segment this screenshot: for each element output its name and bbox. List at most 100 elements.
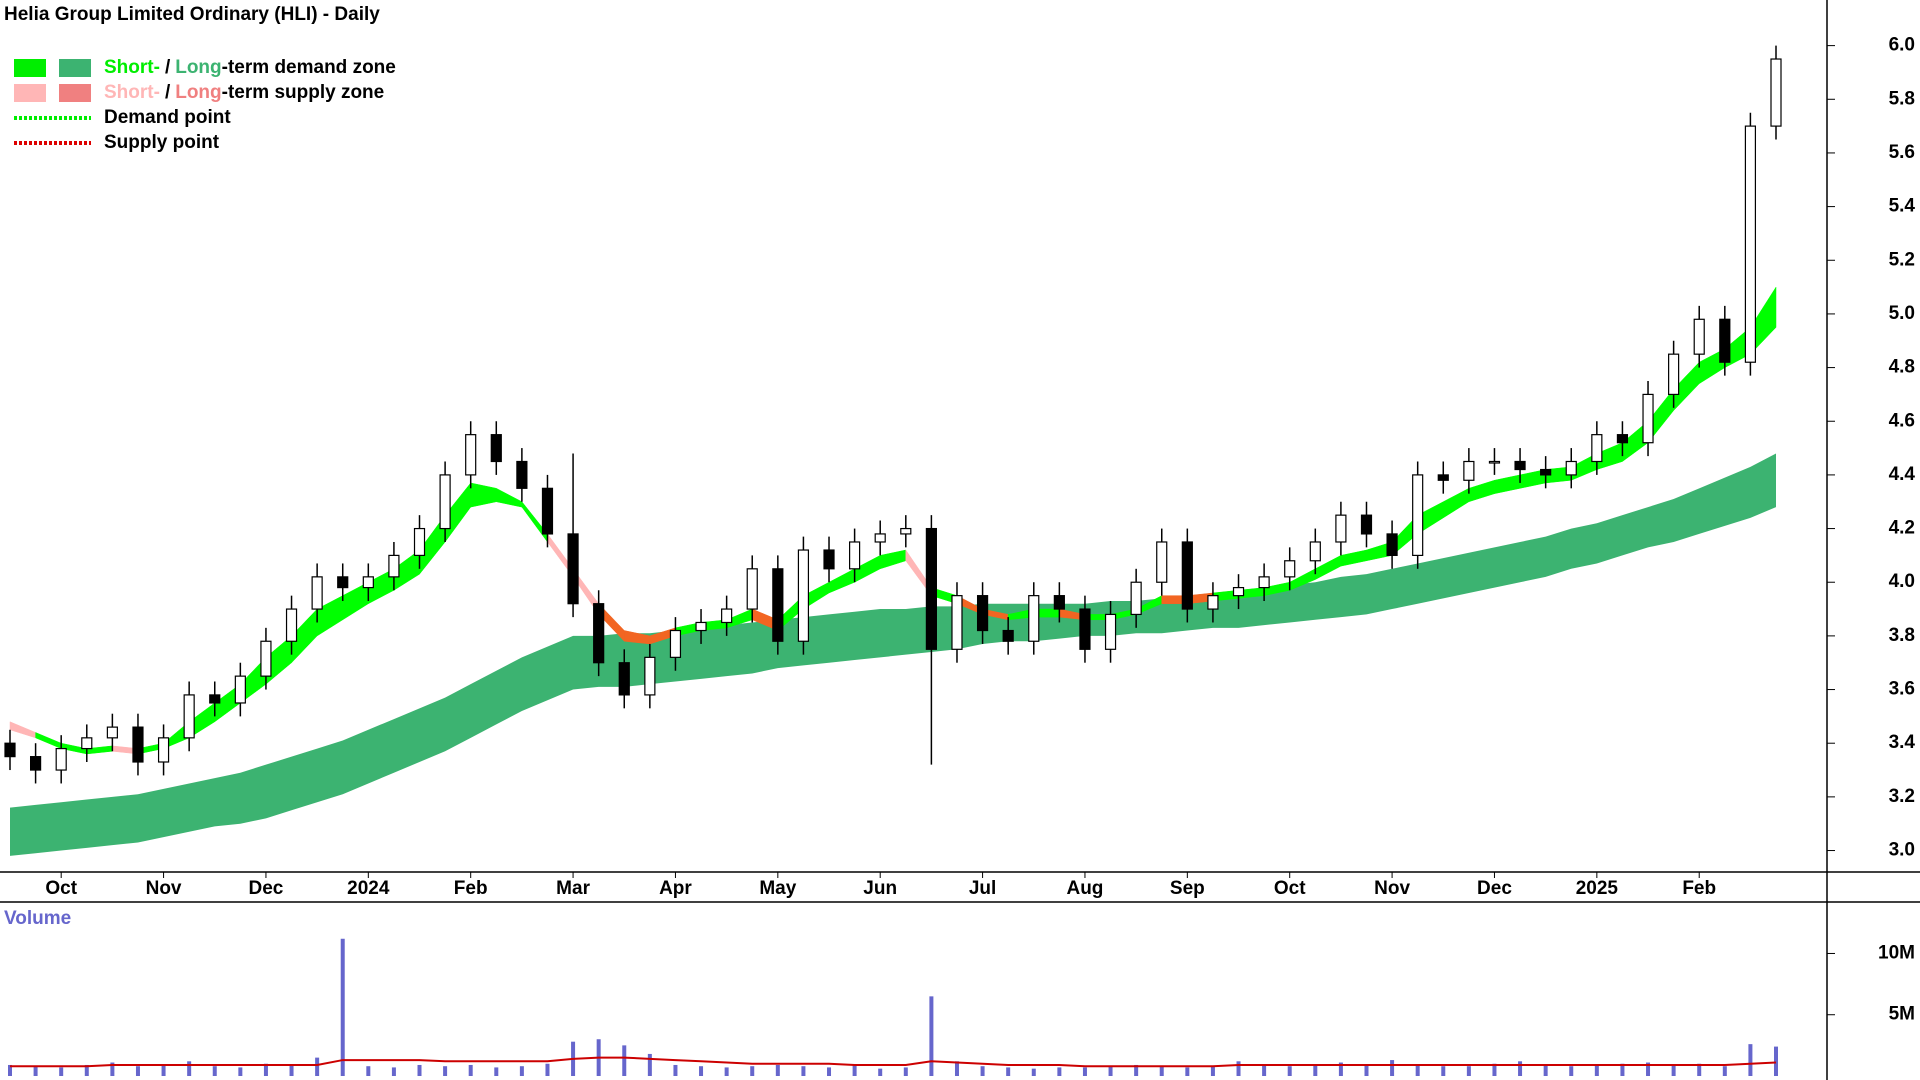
- candle-body: [1130, 581, 1142, 616]
- candle-body: [1744, 125, 1757, 363]
- x-tick-label: Nov: [1374, 878, 1410, 899]
- candle-body: [797, 549, 810, 642]
- candle-body: [1770, 58, 1782, 127]
- candle-body: [1284, 560, 1296, 578]
- candle-body: [55, 747, 67, 771]
- candle-body: [567, 533, 579, 605]
- y-tick-label: 4.4: [1889, 464, 1916, 485]
- candle-body: [1488, 460, 1501, 464]
- candle-body: [1591, 434, 1603, 463]
- short-term-zone: [1443, 487, 1470, 519]
- candle-body: [106, 726, 118, 739]
- volume-bar: [1620, 1063, 1625, 1076]
- volume-bar: [212, 1066, 217, 1076]
- y-tick-label: 5.6: [1889, 142, 1915, 163]
- y-tick-label: 5.4: [1889, 196, 1916, 217]
- y-tick-label: 4.0: [1889, 571, 1915, 592]
- legend-text: Long: [175, 57, 221, 78]
- short-term-zone: [35, 732, 62, 749]
- candle-body: [618, 662, 630, 696]
- volume-bar: [289, 1064, 294, 1076]
- y-tick-label: 3.2: [1889, 786, 1915, 807]
- legend-label: Supply point: [104, 132, 220, 153]
- candle-body: [1693, 318, 1705, 355]
- y-tick-label: 4.6: [1889, 410, 1915, 431]
- candle-body: [772, 568, 784, 642]
- candle-body: [849, 541, 861, 570]
- y-tick-label: 5.8: [1889, 88, 1915, 109]
- volume-bar: [699, 1066, 704, 1076]
- candle-body: [976, 595, 989, 632]
- x-tick-label: Oct: [1274, 878, 1306, 899]
- volume-bar: [135, 1066, 140, 1076]
- short-term-zone: [828, 568, 855, 594]
- legend-text: /: [165, 57, 171, 78]
- long-term-zone: [10, 453, 1776, 856]
- candle-body: [1309, 541, 1321, 562]
- candle-body: [1616, 434, 1629, 444]
- candle-body: [900, 527, 912, 535]
- volume-bar: [391, 1067, 396, 1076]
- candle-body: [1181, 541, 1193, 610]
- candle-body: [1335, 514, 1347, 543]
- volume-bar: [929, 996, 934, 1076]
- volume-bar: [340, 938, 345, 1076]
- volume-bar: [1185, 1067, 1190, 1076]
- y-tick-label: 4.2: [1889, 518, 1915, 539]
- volume-tick-label: 5M: [1889, 1004, 1915, 1025]
- y-tick-label: 3.6: [1889, 679, 1915, 700]
- volume-bar: [1057, 1067, 1062, 1076]
- candle-body: [1104, 613, 1117, 650]
- volume-bar: [519, 1066, 524, 1076]
- legend-text: Short-: [104, 82, 160, 103]
- volume-bar: [1134, 1064, 1139, 1076]
- volume-bar: [161, 1064, 166, 1076]
- x-tick-label: 2025: [1576, 878, 1619, 899]
- x-tick-label: Nov: [146, 878, 182, 899]
- volume-label: Volume: [4, 908, 71, 929]
- candle-body: [490, 434, 502, 463]
- volume-bar: [1338, 1062, 1343, 1076]
- candle-body: [29, 756, 42, 771]
- volume-bar: [1210, 1066, 1215, 1076]
- candle-body: [1565, 460, 1577, 476]
- candle-body: [669, 629, 682, 658]
- candle-body: [1719, 318, 1731, 363]
- volume-bar: [1236, 1061, 1241, 1076]
- volume-bar: [110, 1062, 115, 1076]
- short-term-zone: [1468, 479, 1495, 503]
- candle-body: [439, 474, 451, 530]
- candle-body: [285, 608, 298, 642]
- candle-body: [1514, 460, 1526, 471]
- volume-bar: [980, 1066, 985, 1076]
- candle-body: [1258, 576, 1270, 589]
- volume-bar: [443, 1066, 448, 1076]
- x-tick-label: 2024: [347, 878, 390, 899]
- short-term-zone: [1340, 549, 1367, 567]
- legend-label: Demand point: [104, 107, 231, 128]
- candle-body: [1412, 474, 1424, 556]
- y-tick-label: 6.0: [1889, 35, 1915, 56]
- volume-bar: [1543, 1064, 1548, 1076]
- volume-bar: [8, 1064, 12, 1076]
- y-tick-label: 3.4: [1889, 732, 1916, 753]
- short-term-zone: [9, 721, 36, 739]
- candle-body: [516, 460, 528, 489]
- volume-bar: [878, 1068, 883, 1076]
- candle-body: [925, 527, 937, 650]
- volume-bar: [1646, 1062, 1651, 1076]
- volume-bar: [1313, 1064, 1318, 1076]
- legend-text: Short-: [104, 57, 160, 78]
- marks: [4, 45, 1782, 1076]
- volume-bar: [1082, 1067, 1087, 1076]
- legend-swatch: [59, 59, 91, 77]
- volume-bar: [750, 1066, 755, 1076]
- legend-swatch: [14, 84, 46, 102]
- candle-body: [234, 675, 246, 704]
- volume-bar: [315, 1057, 320, 1076]
- volume-bar: [1006, 1067, 1011, 1076]
- volume-bar: [1262, 1064, 1267, 1076]
- volume-bar: [673, 1064, 678, 1076]
